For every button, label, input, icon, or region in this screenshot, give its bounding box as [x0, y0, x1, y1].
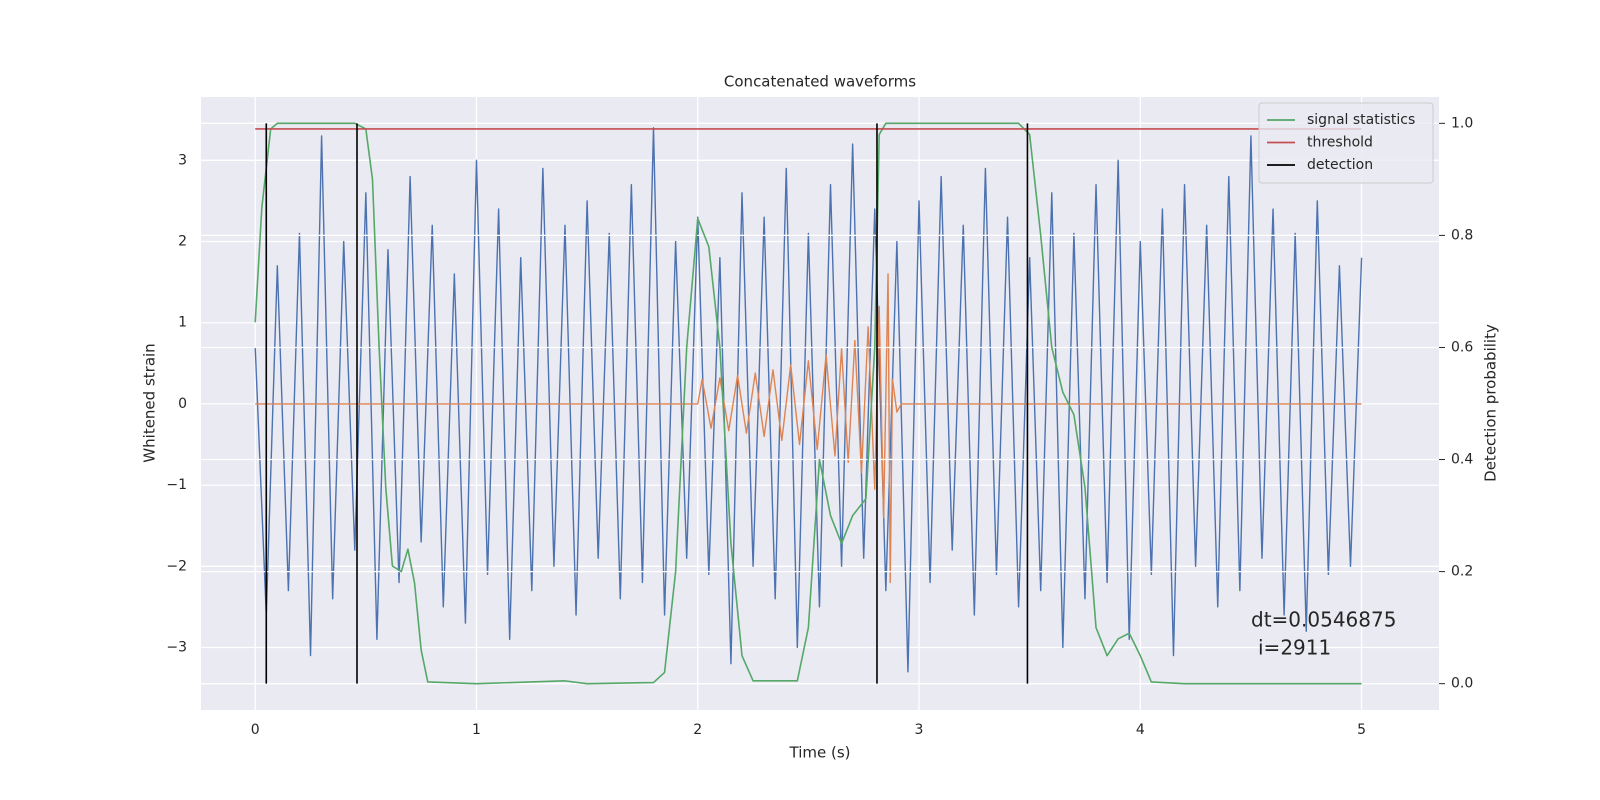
- y-tick-label: −2: [166, 558, 187, 574]
- y-tick-label: 2: [178, 234, 187, 250]
- annotation: i=2911: [1258, 636, 1331, 660]
- annotation: dt=0.0546875: [1251, 608, 1396, 632]
- y2-axis-label: Detection probability: [1482, 324, 1500, 482]
- legend-label: threshold: [1307, 135, 1373, 151]
- y2-tick-label: 1.0: [1451, 115, 1473, 131]
- series-line: [254, 122, 1362, 685]
- secondary-marks: [254, 122, 1362, 685]
- series-line: [254, 127, 1363, 673]
- primary-layer: [201, 97, 1439, 710]
- y-tick-label: −3: [166, 639, 187, 655]
- legend: signal statistics threshold detection: [1258, 102, 1434, 184]
- x-tick-label: 5: [1357, 722, 1366, 738]
- y2-tick-label: 0.4: [1451, 452, 1473, 468]
- x-tick-label: 2: [693, 722, 702, 738]
- y-tick-label: −1: [166, 477, 187, 493]
- x-tick-label: 3: [915, 722, 924, 738]
- y2-tick-label: 0.0: [1451, 676, 1473, 692]
- legend-label: detection: [1307, 157, 1373, 173]
- legend-label: signal statistics: [1307, 112, 1415, 128]
- x-tick-label: 4: [1136, 722, 1145, 738]
- x-axis-label: Time (s): [789, 744, 851, 762]
- y2-tick-label: 0.8: [1451, 227, 1473, 243]
- chart-title: Concatenated waveforms: [724, 73, 916, 91]
- x-tick-label: 0: [251, 722, 260, 738]
- y2-tick-label: 0.6: [1451, 339, 1473, 355]
- y-tick-label: 3: [178, 152, 187, 168]
- y-tick-label: 0: [178, 396, 187, 412]
- x-tick-label: 1: [472, 722, 481, 738]
- y-tick-label: 1: [178, 315, 187, 331]
- secondary-layer: [201, 122, 1439, 685]
- series-line: [255, 273, 1362, 584]
- legend-box: [1258, 102, 1434, 184]
- y2-tick-label: 0.2: [1451, 564, 1473, 580]
- y-axis-label: Whitened strain: [141, 343, 159, 462]
